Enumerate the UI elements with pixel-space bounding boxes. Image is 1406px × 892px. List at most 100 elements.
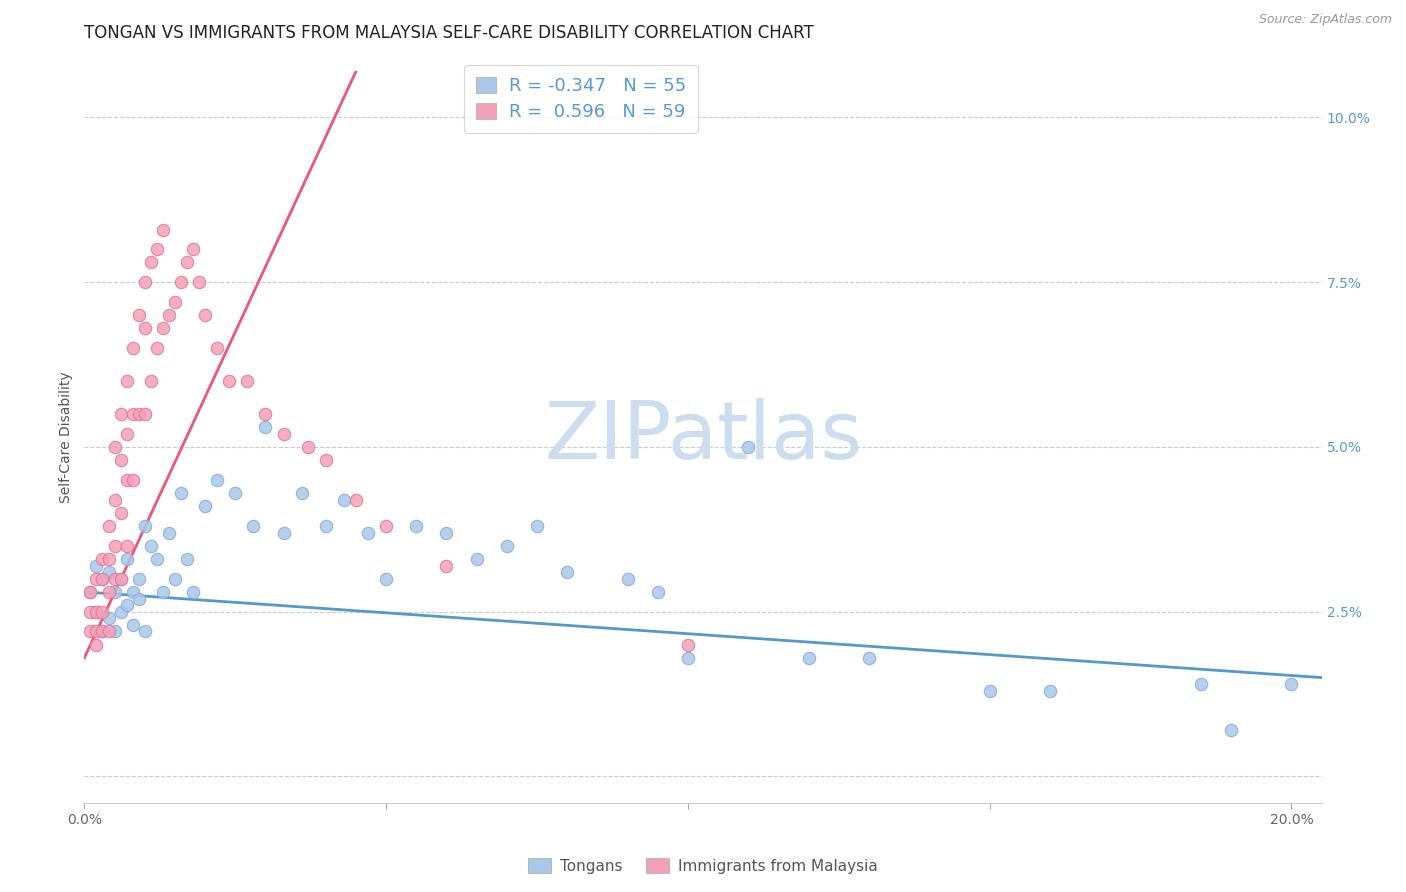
Text: ZIPatlas: ZIPatlas bbox=[544, 398, 862, 476]
Point bbox=[315, 519, 337, 533]
Point bbox=[526, 519, 548, 533]
Point bbox=[91, 624, 114, 639]
Point bbox=[436, 558, 458, 573]
Point bbox=[273, 426, 295, 441]
Point bbox=[676, 650, 699, 665]
Point bbox=[91, 552, 114, 566]
Point bbox=[205, 341, 228, 355]
Point bbox=[465, 552, 488, 566]
Point bbox=[254, 407, 277, 421]
Point bbox=[797, 650, 820, 665]
Point bbox=[79, 585, 101, 599]
Point bbox=[103, 585, 125, 599]
Point bbox=[176, 255, 198, 269]
Point bbox=[315, 453, 337, 467]
Point bbox=[97, 552, 120, 566]
Point bbox=[405, 519, 427, 533]
Point bbox=[224, 486, 246, 500]
Point bbox=[676, 638, 699, 652]
Point bbox=[375, 519, 398, 533]
Point bbox=[181, 585, 204, 599]
Point bbox=[194, 500, 217, 514]
Point bbox=[555, 565, 578, 579]
Point bbox=[97, 611, 120, 625]
Point bbox=[157, 308, 180, 322]
Point bbox=[86, 558, 108, 573]
Point bbox=[858, 650, 880, 665]
Point bbox=[97, 519, 120, 533]
Point bbox=[146, 242, 169, 256]
Legend: Tongans, Immigrants from Malaysia: Tongans, Immigrants from Malaysia bbox=[522, 852, 884, 880]
Point bbox=[128, 308, 150, 322]
Point bbox=[134, 321, 156, 335]
Point bbox=[273, 525, 295, 540]
Point bbox=[188, 275, 211, 289]
Point bbox=[91, 624, 114, 639]
Point bbox=[333, 492, 356, 507]
Point bbox=[139, 255, 162, 269]
Legend: R = -0.347   N = 55, R =  0.596   N = 59: R = -0.347 N = 55, R = 0.596 N = 59 bbox=[464, 65, 697, 133]
Text: TONGAN VS IMMIGRANTS FROM MALAYSIA SELF-CARE DISABILITY CORRELATION CHART: TONGAN VS IMMIGRANTS FROM MALAYSIA SELF-… bbox=[84, 24, 814, 42]
Point bbox=[86, 605, 108, 619]
Point bbox=[254, 420, 277, 434]
Point bbox=[242, 519, 264, 533]
Point bbox=[79, 605, 101, 619]
Point bbox=[170, 486, 193, 500]
Point bbox=[236, 374, 259, 388]
Point bbox=[97, 585, 120, 599]
Point bbox=[103, 492, 125, 507]
Point bbox=[152, 585, 174, 599]
Point bbox=[616, 572, 638, 586]
Point bbox=[979, 683, 1001, 698]
Point bbox=[128, 407, 150, 421]
Point bbox=[194, 308, 217, 322]
Point bbox=[79, 585, 101, 599]
Point bbox=[157, 525, 180, 540]
Point bbox=[103, 572, 125, 586]
Point bbox=[79, 624, 101, 639]
Text: Source: ZipAtlas.com: Source: ZipAtlas.com bbox=[1258, 13, 1392, 27]
Point bbox=[115, 598, 138, 612]
Point bbox=[115, 552, 138, 566]
Point bbox=[121, 473, 143, 487]
Point bbox=[170, 275, 193, 289]
Point bbox=[110, 572, 132, 586]
Point bbox=[146, 341, 169, 355]
Point bbox=[86, 572, 108, 586]
Point bbox=[91, 605, 114, 619]
Point bbox=[375, 572, 398, 586]
Point bbox=[344, 492, 367, 507]
Point bbox=[91, 572, 114, 586]
Point bbox=[134, 275, 156, 289]
Point bbox=[103, 624, 125, 639]
Point bbox=[134, 519, 156, 533]
Point bbox=[115, 374, 138, 388]
Point bbox=[139, 539, 162, 553]
Point bbox=[115, 426, 138, 441]
Point bbox=[1039, 683, 1062, 698]
Point bbox=[152, 222, 174, 236]
Point bbox=[121, 341, 143, 355]
Point bbox=[115, 539, 138, 553]
Y-axis label: Self-Care Disability: Self-Care Disability bbox=[59, 371, 73, 503]
Point bbox=[115, 473, 138, 487]
Point bbox=[97, 624, 120, 639]
Point bbox=[152, 321, 174, 335]
Point bbox=[110, 407, 132, 421]
Point bbox=[134, 624, 156, 639]
Point bbox=[97, 565, 120, 579]
Point bbox=[91, 572, 114, 586]
Point bbox=[163, 572, 186, 586]
Point bbox=[139, 374, 162, 388]
Point bbox=[110, 506, 132, 520]
Point bbox=[218, 374, 240, 388]
Point bbox=[297, 440, 319, 454]
Point bbox=[121, 585, 143, 599]
Point bbox=[121, 618, 143, 632]
Point bbox=[181, 242, 204, 256]
Point bbox=[103, 539, 125, 553]
Point bbox=[103, 440, 125, 454]
Point bbox=[647, 585, 669, 599]
Point bbox=[86, 605, 108, 619]
Point bbox=[1189, 677, 1212, 691]
